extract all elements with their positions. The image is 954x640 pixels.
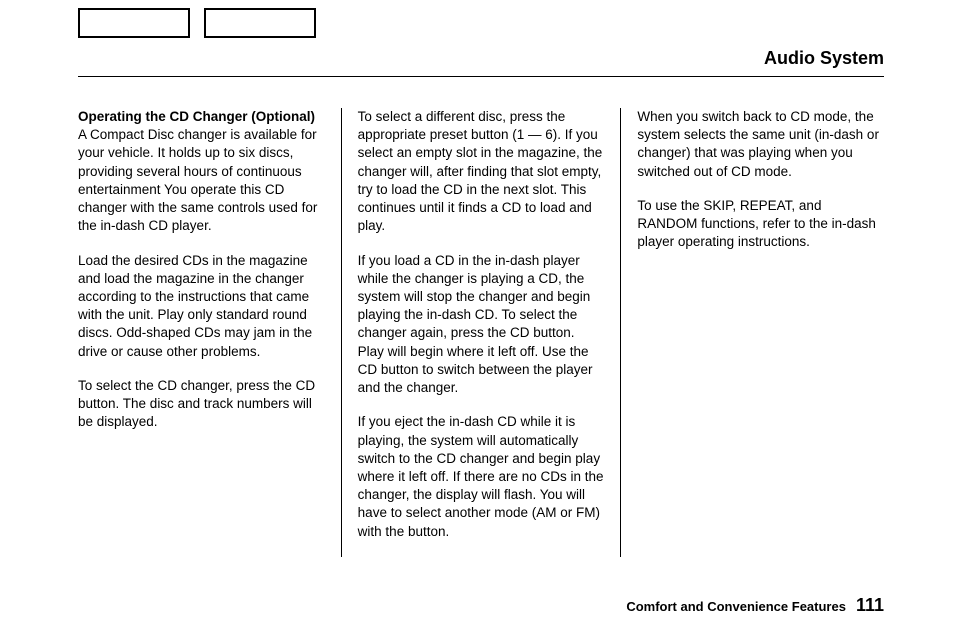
col3-p2: To use the SKIP, REPEAT, and RANDOM func…	[637, 197, 884, 252]
col1-p2: Load the desired CDs in the magazine and…	[78, 252, 325, 361]
column-2: To select a different disc, press the ap…	[342, 108, 622, 557]
top-box-2	[204, 8, 316, 38]
col1-p1: A Compact Disc changer is available for …	[78, 127, 317, 233]
section-heading: Operating the CD Changer (Optional)	[78, 109, 315, 124]
top-box-1	[78, 8, 190, 38]
col2-p2: If you load a CD in the in-dash player w…	[358, 252, 605, 398]
page-number: 111	[856, 595, 884, 616]
top-box-row	[78, 8, 316, 38]
page-title: Audio System	[764, 48, 884, 69]
column-1: Operating the CD Changer (Optional) A Co…	[78, 108, 342, 557]
footer: Comfort and Convenience Features 111	[626, 595, 884, 616]
col1-block1: Operating the CD Changer (Optional) A Co…	[78, 108, 325, 236]
title-rule	[78, 76, 884, 77]
footer-label: Comfort and Convenience Features	[626, 599, 846, 614]
col3-p1: When you switch back to CD mode, the sys…	[637, 108, 884, 181]
col1-p3: To select the CD changer, press the CD b…	[78, 377, 325, 432]
col2-p3: If you eject the in-dash CD while it is …	[358, 413, 605, 541]
column-3: When you switch back to CD mode, the sys…	[621, 108, 884, 557]
col2-p1: To select a different disc, press the ap…	[358, 108, 605, 236]
content-columns: Operating the CD Changer (Optional) A Co…	[78, 108, 884, 557]
